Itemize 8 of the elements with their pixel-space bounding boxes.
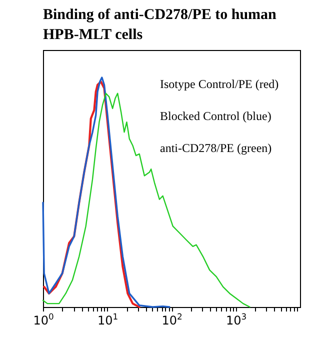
chart-title: Binding of anti-CD278/PE to human HPB-MLT cells [43, 7, 278, 43]
x-tick-label: 10$^{3}$ [226, 312, 247, 328]
annotation: anti-CD278/PE (green) [160, 141, 272, 155]
x-tick-label: 10$^{1}$ [97, 312, 118, 328]
annotation: Isotype Control/PE (red) [160, 77, 279, 91]
annotation: Blocked Control (blue) [160, 109, 272, 123]
x-tick-label: 10$^{0}$ [33, 312, 54, 328]
x-tick-label: 10$^{2}$ [162, 312, 182, 328]
